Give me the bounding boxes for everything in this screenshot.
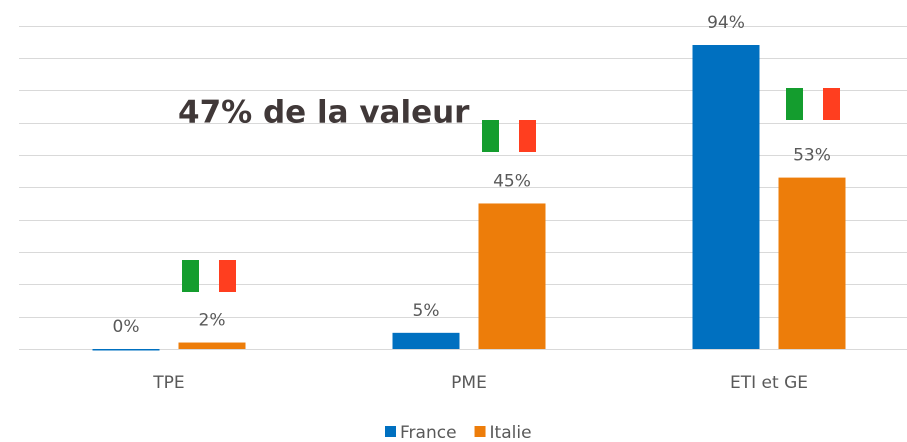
annotation: 47% de la valeur (178, 95, 470, 131)
legend-label: France (400, 423, 457, 442)
x-tick-label: TPE (152, 373, 184, 393)
bar (92, 349, 160, 351)
flag-green (182, 260, 199, 292)
flag-red (219, 260, 236, 292)
bar (178, 342, 246, 349)
data-label: 53% (793, 146, 831, 166)
bar (478, 203, 546, 349)
legend-swatch (474, 426, 486, 437)
flag-green (482, 120, 499, 152)
flag-red (823, 88, 840, 120)
x-tick-label: ETI et GE (730, 373, 808, 393)
legend-label: Italie (490, 423, 532, 442)
bar (692, 45, 760, 350)
flag-red (519, 120, 536, 152)
data-label: 5% (413, 301, 440, 321)
legend-swatch (385, 426, 396, 437)
flags (182, 88, 840, 292)
bar (778, 177, 846, 349)
data-label: 2% (199, 311, 226, 331)
flag-green (786, 88, 803, 120)
x-tick-label: PME (451, 373, 487, 393)
data-label: 94% (707, 13, 745, 33)
data-label: 45% (493, 171, 531, 191)
data-label: 0% (113, 317, 140, 337)
bar (392, 332, 460, 349)
